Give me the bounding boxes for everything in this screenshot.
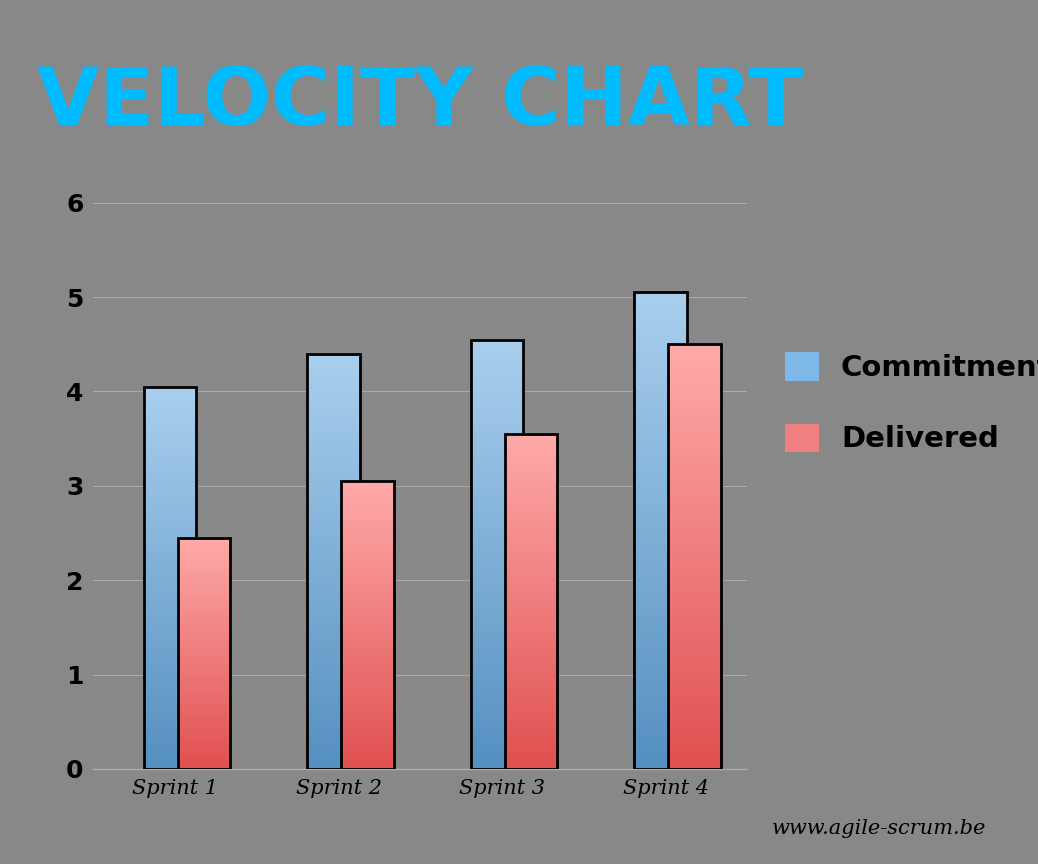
Legend: Commitment, Delivered: Commitment, Delivered bbox=[774, 341, 1038, 464]
Bar bbox=[504, 434, 557, 769]
Bar bbox=[634, 292, 686, 769]
Bar bbox=[342, 481, 393, 769]
Bar bbox=[307, 353, 359, 769]
Title: VELOCITY CHART: VELOCITY CHART bbox=[37, 64, 803, 142]
Bar bbox=[177, 537, 230, 769]
Text: www.agile-scrum.be: www.agile-scrum.be bbox=[771, 819, 986, 838]
Bar bbox=[471, 340, 523, 769]
Bar bbox=[668, 344, 720, 769]
Bar bbox=[144, 387, 196, 769]
